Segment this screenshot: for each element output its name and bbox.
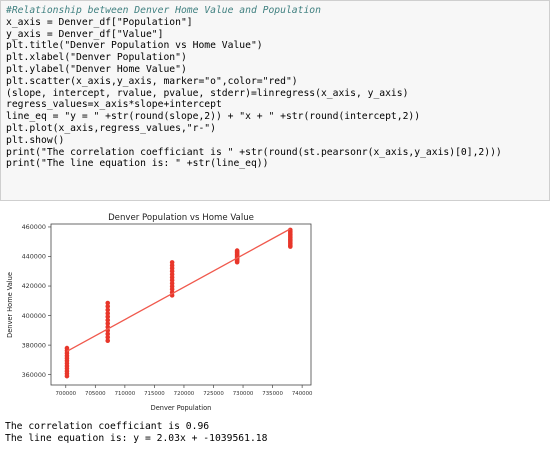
chart-title: Denver Population vs Home Value xyxy=(108,213,254,223)
y-tick-label: 360000 xyxy=(22,371,46,379)
scatter-point xyxy=(105,300,111,306)
scatter-point xyxy=(105,304,111,309)
scatter-point xyxy=(105,311,111,316)
y-axis-ticks: 360000 380000 400000 420000 440000 460000 xyxy=(22,223,51,379)
x-tick-label: 710000 xyxy=(115,391,136,397)
x-tick-label: 730000 xyxy=(233,391,254,397)
scatter-point xyxy=(234,259,240,265)
scatter-point xyxy=(105,334,111,340)
code-line-10: line_eq = "y = " +str(round(slope,2)) + … xyxy=(6,111,421,123)
code-editor[interactable]: #Relationship between Denver Home Value … xyxy=(6,5,502,170)
scatter-point xyxy=(105,321,111,326)
code-line-11: plt.plot(x_axis,regress_values,"r-") xyxy=(6,122,216,134)
x-axis-label: Denver Population xyxy=(151,404,212,412)
code-line-2: x_axis = Denver_df["Population"] xyxy=(6,16,193,28)
scatter-point xyxy=(105,331,111,337)
x-tick-label: 715000 xyxy=(144,391,165,397)
y-tick-label: 460000 xyxy=(22,223,46,231)
code-line-13: print("The correlation coefficiant is " … xyxy=(6,146,502,158)
plot-area xyxy=(50,223,312,386)
code-line-14: print("The line equation is: " +str(line… xyxy=(6,158,269,170)
y-tick-label: 400000 xyxy=(22,312,46,320)
output-line-1: The correlation coefficiant is 0.96 xyxy=(5,421,210,432)
code-line-3: y_axis = Denver_df["Value"] xyxy=(6,28,164,40)
y-tick-label: 440000 xyxy=(22,253,46,261)
x-tick-label: 725000 xyxy=(203,391,224,397)
y-tick-label: 420000 xyxy=(22,282,46,290)
x-axis-ticks: 700000 705000 710000 715000 720000 725000 7300… xyxy=(55,385,313,397)
scatter-point xyxy=(64,373,70,379)
code-line-12: plt.show() xyxy=(6,134,65,146)
y-tick-label: 380000 xyxy=(22,341,46,349)
code-line-4: plt.title("Denver Population vs Home Val… xyxy=(6,40,263,52)
code-line-9: regress_values=x_axis*slope+intercept xyxy=(6,99,222,111)
code-line-5: plt.xlabel("Denver Population") xyxy=(6,52,187,64)
x-tick-label: 735000 xyxy=(262,391,283,397)
code-line-8: (slope, intercept, rvalue, pvalue, stder… xyxy=(6,87,409,99)
code-cell[interactable]: #Relationship between Denver Home Value … xyxy=(0,0,550,201)
cell-output: The correlation coefficiant is 0.96 The … xyxy=(5,421,267,445)
x-tick-label: 720000 xyxy=(174,391,195,397)
scatter-point xyxy=(288,244,293,249)
x-tick-label: 740000 xyxy=(292,391,313,397)
x-tick-label: 705000 xyxy=(85,391,106,397)
output-line-2: The line equation is: y = 2.03x + -10395… xyxy=(5,433,268,444)
y-axis-label: Denver Home Value xyxy=(6,272,14,338)
scatter-point xyxy=(105,338,111,343)
x-tick-label: 700000 xyxy=(55,391,76,397)
code-line-1: #Relationship between Denver Home Value … xyxy=(6,5,321,16)
scatter-plot: Denver Population vs Home Value 360000 38… xyxy=(6,213,313,412)
scatter-point xyxy=(105,314,111,320)
code-line-7: plt.scatter(x_axis,y_axis, marker="o",co… xyxy=(6,75,298,87)
scatter-point xyxy=(105,307,111,313)
scatter-point xyxy=(105,317,111,323)
code-line-6: plt.ylabel("Denver Home Value") xyxy=(6,63,187,75)
regression-line xyxy=(66,228,291,352)
scatter-points xyxy=(64,227,293,379)
